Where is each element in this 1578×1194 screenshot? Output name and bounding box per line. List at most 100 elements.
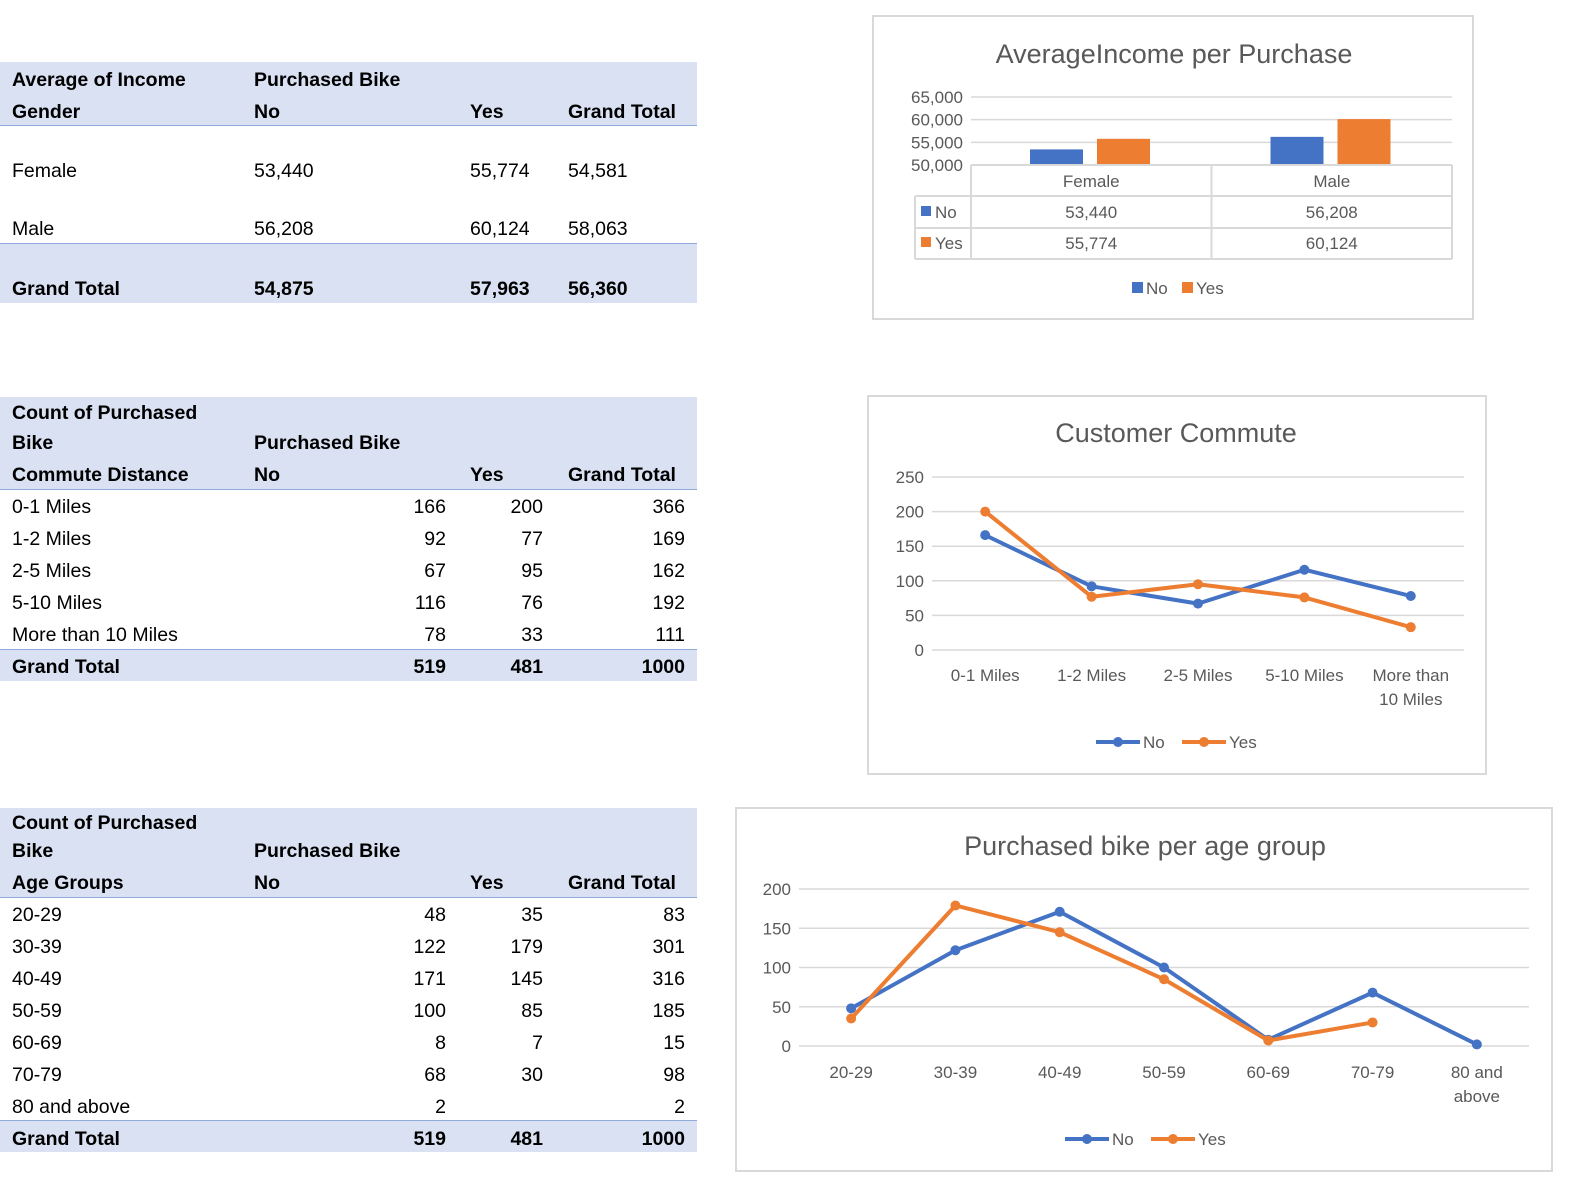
value-cell[interactable]: 67 [424, 560, 446, 582]
value-cell[interactable]: 366 [652, 496, 685, 518]
header-cell[interactable]: Count of Purchased [12, 402, 198, 424]
data-point-no[interactable] [1367, 987, 1378, 998]
series-line-yes[interactable] [849, 903, 1373, 1043]
row-label[interactable]: More than 10 Miles [12, 624, 178, 646]
grand-total-label[interactable]: Grand Total [12, 1128, 120, 1150]
bar-yes-male[interactable] [1337, 119, 1391, 165]
value-cell[interactable]: 35 [521, 904, 543, 926]
row-label[interactable]: 50-59 [12, 1000, 62, 1022]
data-point-yes[interactable] [1086, 591, 1097, 602]
data-point-no[interactable] [980, 530, 991, 541]
grand-total-value[interactable]: 54,875 [254, 278, 314, 300]
value-cell[interactable]: 162 [652, 560, 685, 582]
value-cell[interactable]: 48 [424, 904, 446, 926]
chart-customer-commute[interactable]: Customer Commute 250 200 150 100 50 0 0-1 Miles… [867, 395, 1487, 775]
bar-no-male[interactable] [1270, 136, 1324, 165]
value-cell[interactable]: 2 [435, 1096, 446, 1118]
header-cell[interactable]: Purchased Bike [254, 840, 401, 862]
data-point-yes[interactable] [1405, 622, 1416, 633]
value-cell[interactable]: 55,774 [470, 160, 530, 182]
header-cell[interactable]: Average of Income [12, 69, 186, 91]
series-line-yes[interactable] [983, 510, 1412, 630]
grand-total-label[interactable]: Grand Total [12, 656, 120, 678]
bar-yes-female[interactable] [1097, 138, 1150, 165]
header-cell[interactable]: Yes [470, 464, 504, 486]
data-point-yes[interactable] [1159, 974, 1169, 985]
grand-total-label[interactable]: Grand Total [12, 278, 120, 300]
grand-total-value[interactable]: 481 [510, 656, 543, 678]
grand-total-value[interactable]: 481 [510, 1128, 543, 1150]
row-label[interactable]: 1-2 Miles [12, 528, 92, 550]
header-cell[interactable]: No [254, 101, 280, 123]
value-cell[interactable]: 2 [674, 1096, 685, 1118]
header-cell[interactable]: Age Groups [12, 872, 124, 894]
chart-average-income[interactable]: AverageIncome per Purchase 65,000 60,000 55… [872, 15, 1474, 320]
chart-age-group[interactable]: Purchased bike per age group 200 150 100 50 0… [735, 807, 1553, 1172]
value-cell[interactable]: 33 [521, 624, 543, 646]
data-point-yes[interactable] [1367, 1017, 1378, 1028]
header-cell[interactable]: Purchased Bike [254, 432, 401, 454]
value-cell[interactable]: 111 [655, 624, 685, 646]
value-cell[interactable]: 53,440 [254, 160, 314, 182]
header-cell[interactable]: No [254, 464, 280, 486]
series-line-no[interactable] [984, 533, 1412, 606]
value-cell[interactable]: 77 [521, 528, 543, 550]
value-cell[interactable]: 15 [663, 1032, 685, 1054]
data-point-no[interactable] [1299, 564, 1310, 575]
value-cell[interactable]: 68 [424, 1064, 446, 1086]
legend-label[interactable]: Yes [1198, 1130, 1226, 1149]
row-label[interactable]: 5-10 Miles [12, 592, 102, 614]
data-point-no[interactable] [1471, 1039, 1482, 1050]
value-cell[interactable]: 122 [413, 936, 446, 958]
header-cell[interactable]: Purchased Bike [254, 69, 401, 91]
value-cell[interactable]: 8 [435, 1032, 446, 1054]
grand-total-value[interactable]: 519 [413, 656, 446, 678]
value-cell[interactable]: 95 [521, 560, 543, 582]
data-point-yes[interactable] [1299, 592, 1310, 603]
row-label[interactable]: 2-5 Miles [12, 560, 92, 582]
header-cell[interactable]: Yes [470, 101, 504, 123]
value-cell[interactable]: 92 [424, 528, 446, 550]
row-label[interactable]: 0-1 Miles [12, 496, 92, 518]
data-point-yes[interactable] [1054, 927, 1065, 938]
value-cell[interactable]: 56,208 [254, 218, 314, 240]
data-point-yes[interactable] [1263, 1035, 1274, 1046]
header-cell[interactable]: Commute Distance [12, 464, 189, 486]
grand-total-value[interactable]: 56,360 [568, 278, 628, 300]
value-cell[interactable]: 301 [652, 936, 685, 958]
data-point-no[interactable] [950, 945, 961, 956]
header-cell[interactable]: Count of Purchased [12, 812, 198, 834]
legend-label[interactable]: Yes [1229, 733, 1257, 752]
value-cell[interactable]: 100 [413, 1000, 446, 1022]
header-cell[interactable]: Bike [12, 432, 54, 454]
bar-no-female[interactable] [1030, 149, 1083, 165]
value-cell[interactable]: 192 [652, 592, 685, 614]
data-point-yes[interactable] [950, 900, 961, 911]
row-label[interactable]: 20-29 [12, 904, 62, 926]
value-cell[interactable]: 58,063 [568, 218, 628, 240]
value-cell[interactable]: 98 [663, 1064, 685, 1086]
value-cell[interactable]: 166 [413, 496, 446, 518]
data-point-yes[interactable] [846, 1013, 857, 1024]
header-cell[interactable]: Grand Total [568, 872, 676, 894]
data-point-no[interactable] [1086, 581, 1097, 592]
row-label[interactable]: 40-49 [12, 968, 62, 990]
data-point-no[interactable] [1405, 591, 1416, 602]
row-label[interactable]: 60-69 [12, 1032, 62, 1054]
value-cell[interactable]: 30 [521, 1064, 543, 1086]
data-point-no[interactable] [846, 1003, 857, 1014]
value-cell[interactable]: 145 [510, 968, 543, 990]
row-label[interactable]: 30-39 [12, 936, 62, 958]
value-cell[interactable]: 76 [521, 592, 543, 614]
value-cell[interactable]: 179 [510, 936, 543, 958]
grand-total-value[interactable]: 1000 [641, 1128, 685, 1150]
legend-label[interactable]: No [1146, 279, 1168, 298]
header-cell[interactable]: Yes [470, 872, 504, 894]
grand-total-value[interactable]: 57,963 [470, 278, 530, 300]
row-label[interactable]: 70-79 [12, 1064, 62, 1086]
value-cell[interactable]: 83 [663, 904, 685, 926]
data-point-yes[interactable] [980, 506, 991, 517]
value-cell[interactable]: 316 [652, 968, 685, 990]
grand-total-value[interactable]: 1000 [641, 656, 685, 678]
data-point-no[interactable] [1054, 906, 1065, 917]
